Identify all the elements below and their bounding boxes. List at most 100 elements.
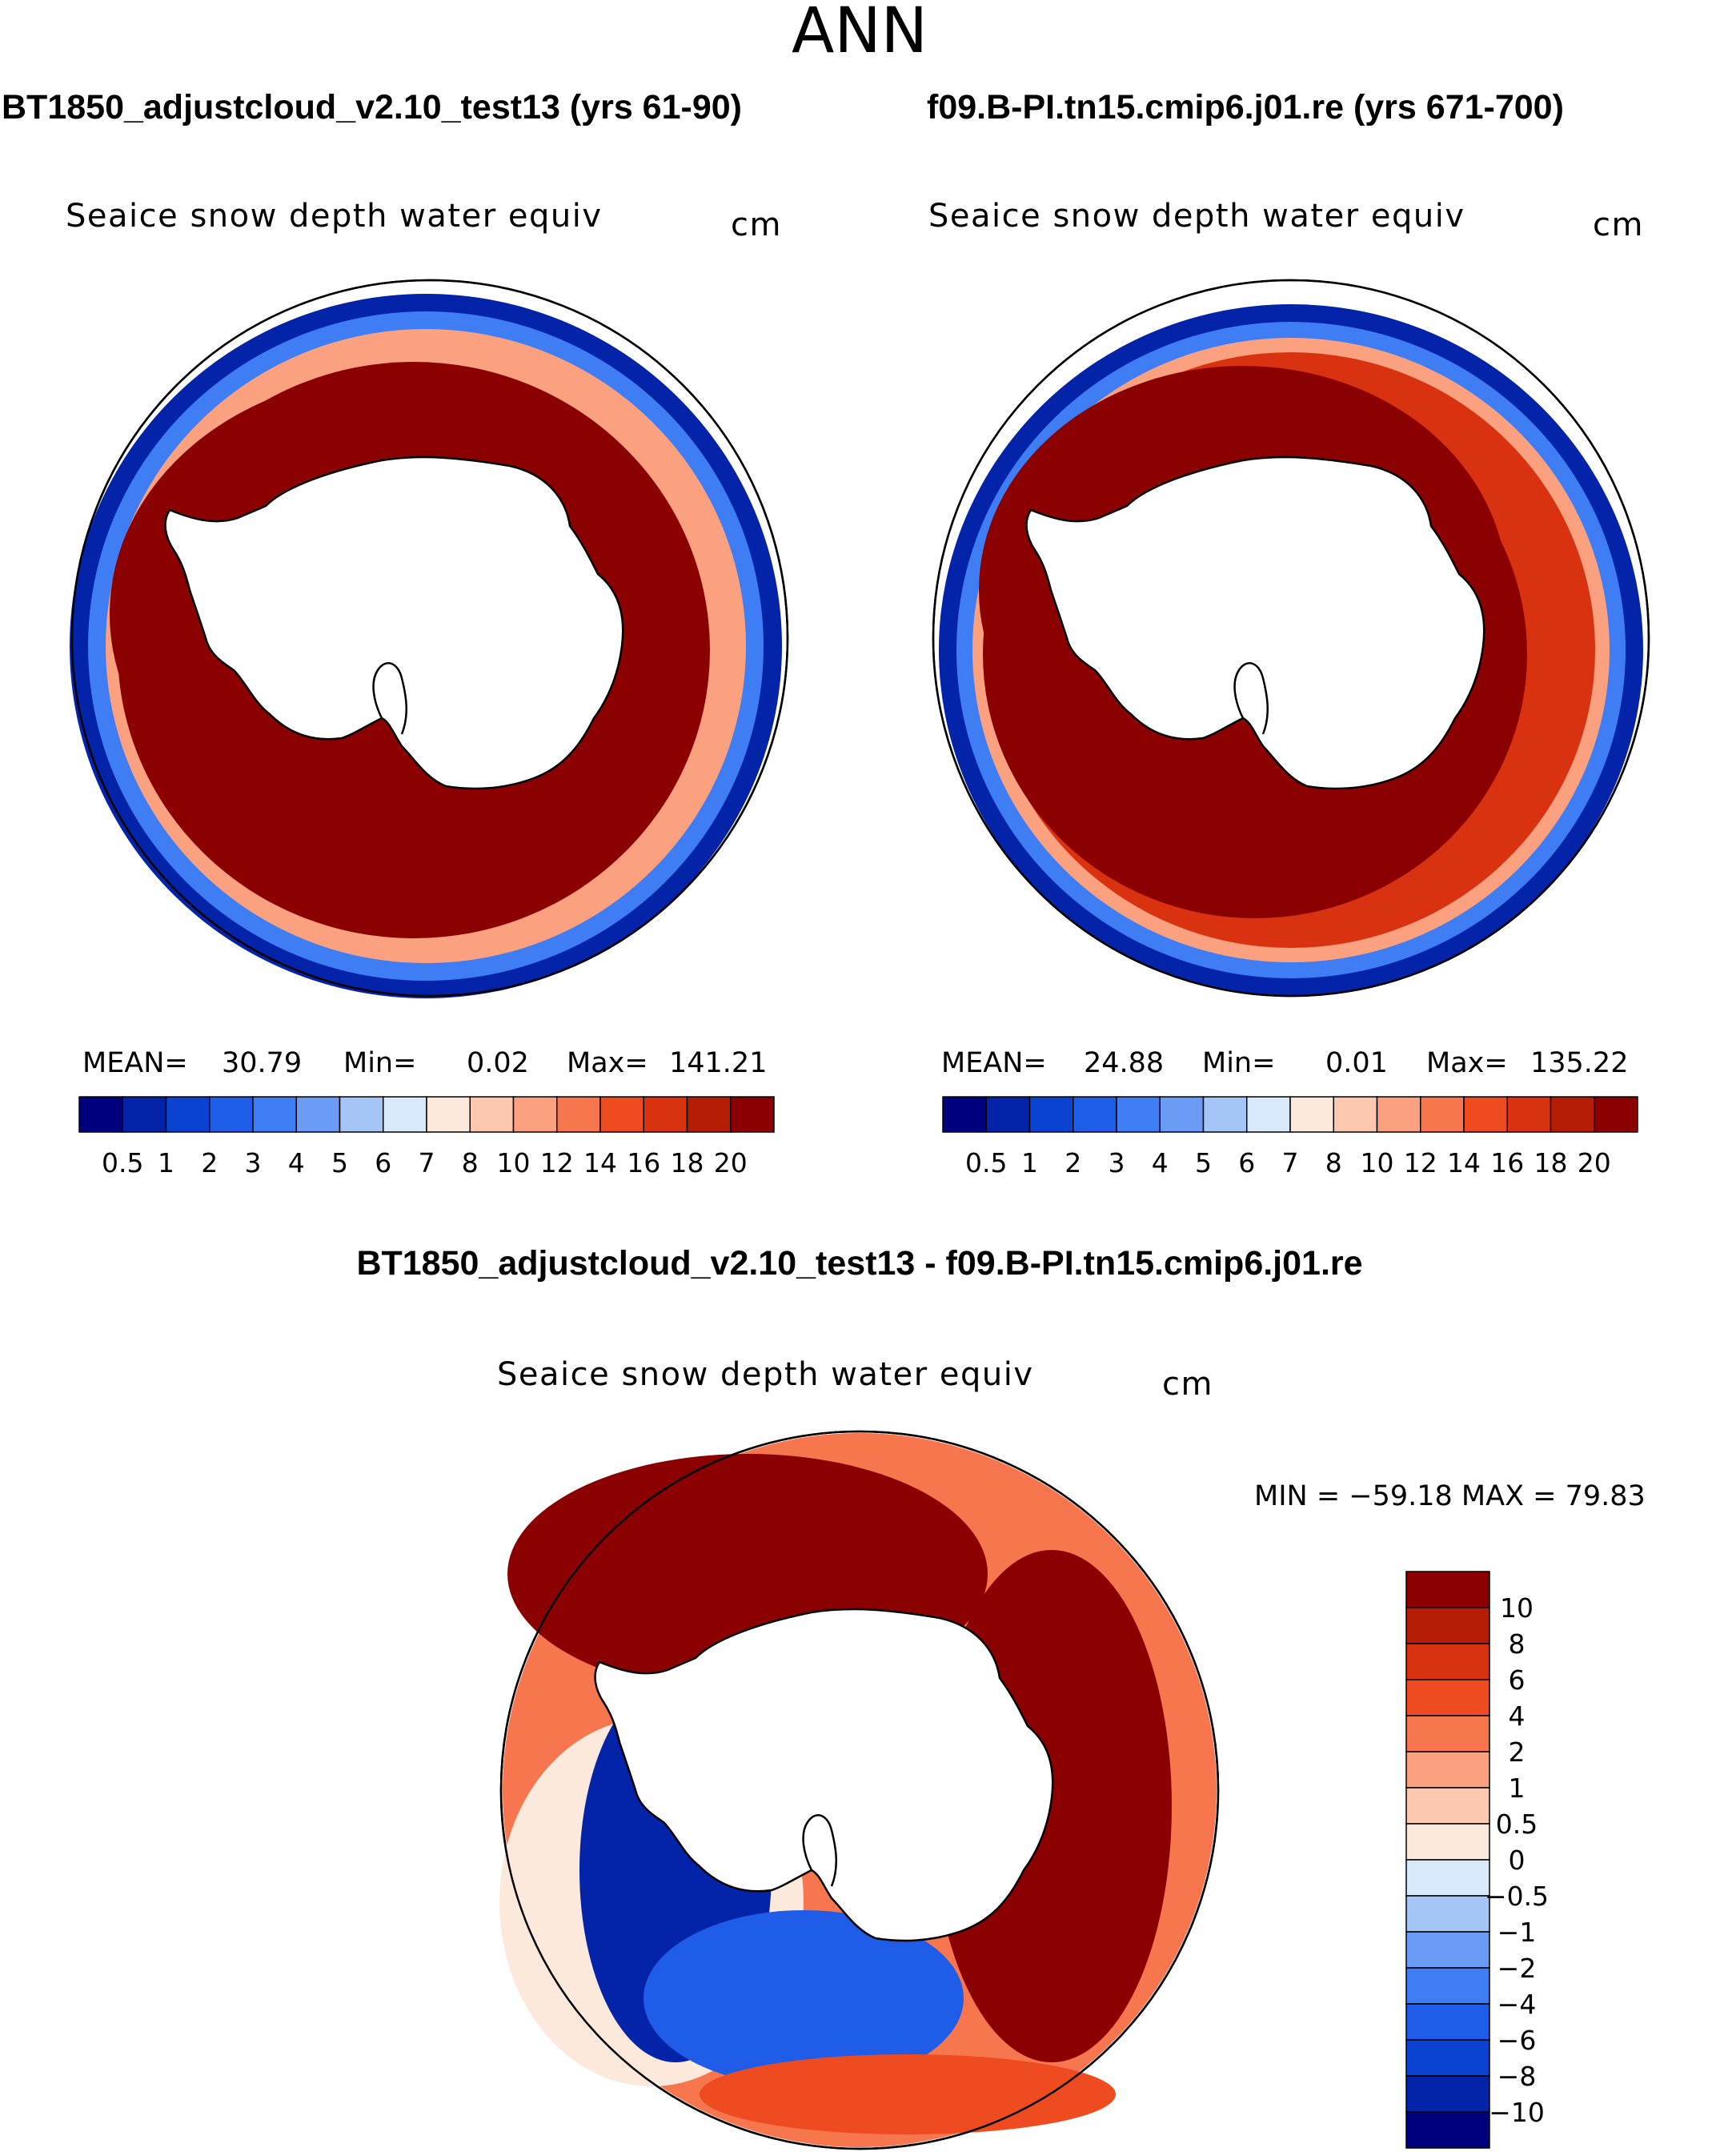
diff-colorbar-tick-7: 0 [1509,1845,1526,1876]
panel-1-colorbar-tick-10: 12 [540,1147,574,1178]
panel-2-colorbar-tick-10: 12 [1404,1147,1437,1178]
panel-1-colorbar-tick-5: 5 [331,1147,348,1178]
diff-colorbar-swatch-10 [1405,1931,1490,1969]
panel-1-colorbar-swatch-11 [556,1096,601,1133]
panel-1-min: 0.02 [467,1047,529,1079]
panel-1-colorbar-swatch-15 [730,1096,775,1133]
diff-colorbar-swatch-1 [1405,1607,1490,1644]
panel-2-colorbar-swatch-12 [1463,1096,1508,1133]
diff-colorbar-swatch-7 [1405,1823,1490,1861]
panel-2-mean: 24.88 [1084,1047,1164,1079]
diff-minmax: MIN = −59.18 MAX = 79.83 [1254,1480,1646,1512]
panel-2-colorbar-tick-14: 20 [1578,1147,1611,1178]
diff-colorbar-tick-12: −6 [1497,2025,1537,2056]
panel-2-colorbar-swatch-5 [1159,1096,1205,1133]
panel-1-colorbar-swatch-0 [78,1096,123,1133]
diff-colorbar-tick-8: −0.5 [1485,1881,1549,1912]
diff-colorbar-tick-10: −2 [1497,1953,1537,1984]
panel-1-colorbar-swatch-3 [209,1096,254,1133]
panel-2-max: 135.22 [1530,1047,1628,1079]
panel-1-colorbar-tick-12: 16 [627,1147,660,1178]
panel-1-mean-label: MEAN= [82,1047,188,1079]
diff-colorbar-swatch-14 [1405,2075,1490,2113]
panel-1-colorbar-tick-6: 6 [375,1147,391,1178]
panel-2-colorbar-tick-4: 4 [1152,1147,1169,1178]
panel-1-variable: Seaice snow depth water equiv [66,198,603,235]
panel-2-colorbar-swatch-1 [985,1096,1031,1133]
panel-2-colorbar-tick-7: 7 [1282,1147,1299,1178]
panel-1-colorbar: 0.5 1 2 3 4 5 6 7 8 10 12 14 16 18 20 [78,1096,775,1178]
panel-1-colorbar-tick-9: 10 [497,1147,531,1178]
panel-1-colorbar-swatch-7 [383,1096,427,1133]
panel-1-colorbar-tick-13: 18 [671,1147,704,1178]
panel-2-min: 0.01 [1325,1047,1388,1079]
panel-1-colorbar-tick-1: 1 [158,1147,174,1178]
panel-1-max-label: Max= [567,1047,648,1079]
panel-2-colorbar-tick-6: 6 [1238,1147,1255,1178]
diff-panel: BT1850_adjustcloud_v2.10_test13 - f09.B-… [356,1244,1646,2150]
panel-1-colorbar-tick-8: 8 [462,1147,479,1178]
panel-2-colorbar: 0.5 1 2 3 4 5 6 7 8 10 12 14 16 18 20 [942,1096,1638,1178]
diff-colorbar-tick-9: −1 [1497,1917,1537,1948]
panel-1-colorbar-swatch-12 [599,1096,644,1133]
panel-1-colorbar-swatch-13 [643,1096,688,1133]
panel-2-colorbar-swatch-0 [942,1096,987,1133]
panel-2-colorbar-tick-9: 10 [1361,1147,1394,1178]
panel-1-case-title: BT1850_adjustcloud_v2.10_test13 (yrs 61-… [2,88,742,126]
diff-colorbar-swatch-9 [1405,1895,1490,1933]
panel-2-colorbar-swatch-4 [1116,1096,1161,1133]
diff-colorbar-tick-1: 8 [1509,1628,1526,1660]
diff-colorbar-swatch-3 [1405,1679,1490,1716]
panel-2-variable: Seaice snow depth water equiv [928,198,1465,235]
panel-1-min-label: Min= [343,1047,416,1079]
panel-2-colorbar-swatch-14 [1550,1096,1595,1133]
diff-colorbar-tick-4: 2 [1509,1736,1526,1768]
panel-1-colorbar-swatch-8 [426,1096,471,1133]
diff-colorbar-swatch-4 [1405,1715,1490,1753]
panel-1-colorbar-swatch-2 [165,1096,210,1133]
panel-2-colorbar-swatch-2 [1028,1096,1074,1133]
panel-2-colorbar-swatch-7 [1246,1096,1291,1133]
diff-map [499,1430,1220,2150]
panel-2-colorbar-tick-5: 5 [1195,1147,1212,1178]
diff-colorbar-swatch-6 [1405,1787,1490,1825]
panel-1-colorbar-tick-7: 7 [419,1147,435,1178]
panel-2-units: cm [1593,207,1644,243]
panel-1-colorbar-swatch-6 [339,1096,384,1133]
diff-colorbar-tick-3: 4 [1509,1700,1526,1732]
diff-colorbar: 10 8 6 4 2 1 0.5 0 −0.5 −1 −2 −4 −6 −8 −10 [1405,1571,1549,2149]
panel-2-colorbar-tick-8: 8 [1325,1147,1342,1178]
panel-2-colorbar-tick-0: 0.5 [965,1147,1007,1178]
diff-colorbar-tick-11: −4 [1497,1989,1537,2020]
panel-1: BT1850_adjustcloud_v2.10_test13 (yrs 61-… [2,88,789,1178]
diff-colorbar-tick-6: 0.5 [1496,1809,1538,1840]
diff-colorbar-tick-14: −10 [1489,2097,1545,2128]
panel-1-colorbar-swatch-4 [252,1096,297,1133]
panel-1-colorbar-tick-4: 4 [288,1147,305,1178]
diff-variable: Seaice snow depth water equiv [497,1356,1034,1393]
panel-2-colorbar-swatch-3 [1072,1096,1117,1133]
panel-1-colorbar-swatch-9 [469,1096,515,1133]
diff-colorbar-swatch-11 [1405,1967,1490,2005]
diff-colorbar-tick-0: 10 [1500,1592,1534,1624]
panel-1-colorbar-swatch-14 [686,1096,732,1133]
diff-colorbar-swatch-5 [1405,1751,1490,1789]
panel-2-case-title: f09.B-PI.tn15.cmip6.j01.re (yrs 671-700) [927,88,1564,126]
diff-colorbar-swatch-8 [1405,1859,1490,1897]
panel-1-colorbar-tick-2: 2 [201,1147,218,1178]
panel-1-colorbar-tick-3: 3 [245,1147,262,1178]
panel-1-colorbar-swatch-1 [122,1096,167,1133]
diff-colorbar-swatch-12 [1405,2003,1490,2041]
panel-2-min-label: Min= [1202,1047,1275,1079]
panel-1-max: 141.21 [669,1047,767,1079]
panel-1-colorbar-tick-11: 14 [583,1147,617,1178]
panel-1-mean: 30.79 [222,1047,302,1079]
panel-2-colorbar-tick-12: 16 [1490,1147,1524,1178]
panel-2: f09.B-PI.tn15.cmip6.j01.re (yrs 671-700)… [927,88,1650,1178]
panel-2-colorbar-tick-13: 18 [1534,1147,1568,1178]
panel-2-colorbar-swatch-11 [1420,1096,1465,1133]
diff-colorbar-swatch-0 [1405,1571,1490,1608]
panel-1-colorbar-swatch-5 [295,1096,341,1133]
panel-2-max-label: Max= [1426,1047,1508,1079]
